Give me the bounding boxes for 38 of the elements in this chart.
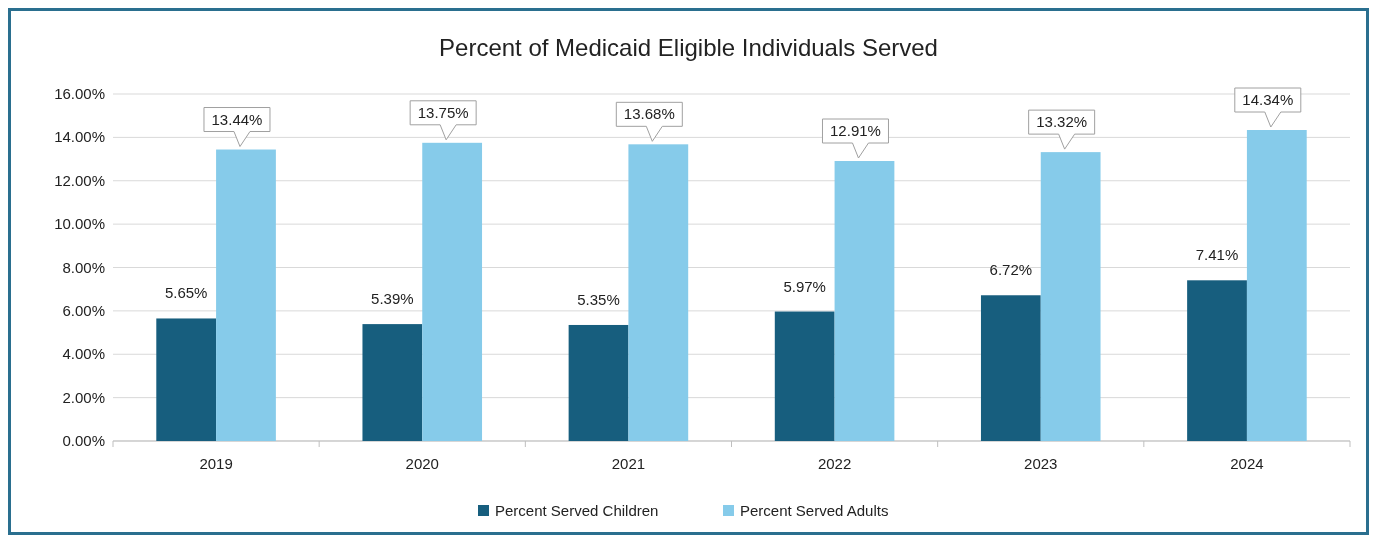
bar <box>362 324 423 441</box>
x-tick-label: 2024 <box>1230 455 1264 472</box>
data-label: 6.72% <box>989 261 1033 279</box>
data-label: 5.65% <box>164 284 208 302</box>
legend-label: Percent Served Children <box>495 502 659 519</box>
y-tick-label: 6.00% <box>62 301 105 319</box>
y-tick-label: 2.00% <box>62 388 105 406</box>
x-tick-label: 2021 <box>611 455 646 472</box>
data-label: 7.41% <box>1195 246 1239 264</box>
y-tick-label: 16.00% <box>54 85 105 102</box>
bar <box>156 318 217 441</box>
bar <box>568 324 629 441</box>
data-label: 13.75% <box>417 103 469 121</box>
bar <box>834 161 895 441</box>
data-label: 5.97% <box>783 277 826 295</box>
data-label: 14.34% <box>1242 91 1294 108</box>
y-tick-label: 10.00% <box>54 215 105 233</box>
data-label: 5.39% <box>371 290 414 308</box>
y-tick-label: 0.00% <box>62 432 105 449</box>
y-tick-label: 8.00% <box>62 258 105 276</box>
y-tick-label: 4.00% <box>62 345 105 363</box>
data-label: 13.32% <box>1036 113 1088 131</box>
data-label: 5.35% <box>577 290 620 308</box>
x-tick-label: 2019 <box>199 455 233 472</box>
data-label: 13.44% <box>211 110 263 128</box>
bar <box>1246 130 1307 441</box>
x-tick-label: 2022 <box>817 455 852 472</box>
bar <box>1187 280 1247 441</box>
chart-title: Percent of Medicaid Eligible Individuals Served <box>439 34 938 61</box>
legend-label: Percent Served Adults <box>740 502 889 519</box>
y-tick-label: 14.00% <box>54 128 105 146</box>
bar <box>980 295 1041 441</box>
x-tick-label: 2020 <box>405 455 439 472</box>
bar <box>774 311 835 441</box>
data-label: 12.91% <box>830 122 881 140</box>
y-tick-label: 12.00% <box>54 171 105 189</box>
data-label: 13.68% <box>623 105 675 123</box>
x-tick-label: 2023 <box>1024 455 1058 472</box>
